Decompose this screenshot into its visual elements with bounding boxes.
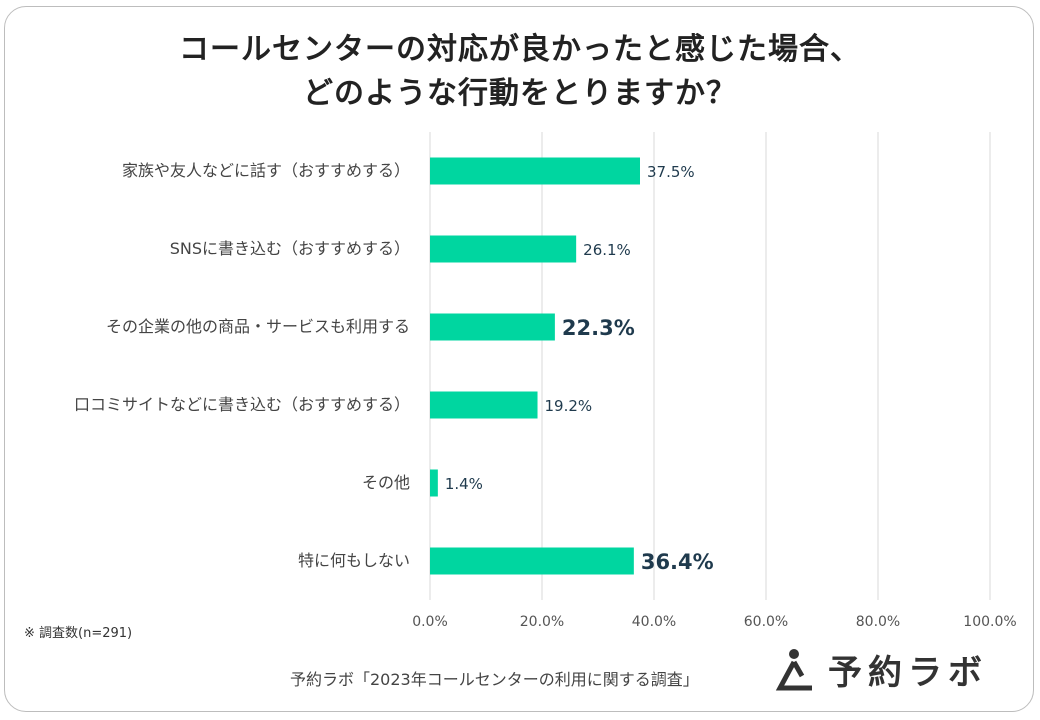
bar: [430, 157, 640, 185]
category-label: 家族や友人などに話す（おすすめする）: [122, 161, 410, 180]
sample-size-note: ※ 調査数(n=291): [24, 626, 133, 641]
source-caption: 予約ラボ「2023年コールセンターの利用に関する調査」: [290, 670, 699, 689]
person-triangle-icon: [775, 649, 812, 691]
x-tick-label: 80.0%: [856, 614, 900, 630]
category-label: 特に何もしない: [298, 551, 410, 570]
bar: [430, 469, 438, 497]
bar: [430, 547, 634, 575]
title-line-1: コールセンターの対応が良かったと感じた場合、: [179, 32, 861, 67]
bar: [430, 391, 538, 419]
x-tick-label: 40.0%: [632, 614, 676, 630]
data-label: 37.5%: [647, 163, 695, 181]
x-tick-label: 100.0%: [963, 614, 1016, 630]
data-label: 19.2%: [545, 397, 593, 415]
x-tick-label: 60.0%: [744, 614, 788, 630]
chart-title: コールセンターの対応が良かったと感じた場合、 どのような行動をとりますか？: [0, 28, 1040, 116]
category-label: SNSに書き込む（おすすめする）: [170, 239, 410, 258]
chart-frame: [4, 6, 1034, 712]
brand-name: 予約ラボ: [828, 652, 988, 693]
category-label: その他: [362, 473, 410, 492]
bar: [430, 313, 555, 341]
title-line-2: どのような行動をとりますか？: [303, 76, 737, 111]
x-tick-label: 20.0%: [520, 614, 564, 630]
brand-logo: 予約ラボ: [772, 644, 988, 694]
category-label: その企業の他の商品・サービスも利用する: [106, 317, 410, 336]
data-label: 36.4%: [641, 550, 714, 574]
data-label: 22.3%: [562, 316, 635, 340]
data-label: 26.1%: [583, 241, 631, 259]
category-label: 口コミサイトなどに書き込む（おすすめする）: [74, 395, 410, 414]
bar: [430, 235, 577, 263]
data-label: 1.4%: [445, 475, 483, 493]
x-tick-label: 0.0%: [412, 614, 448, 630]
